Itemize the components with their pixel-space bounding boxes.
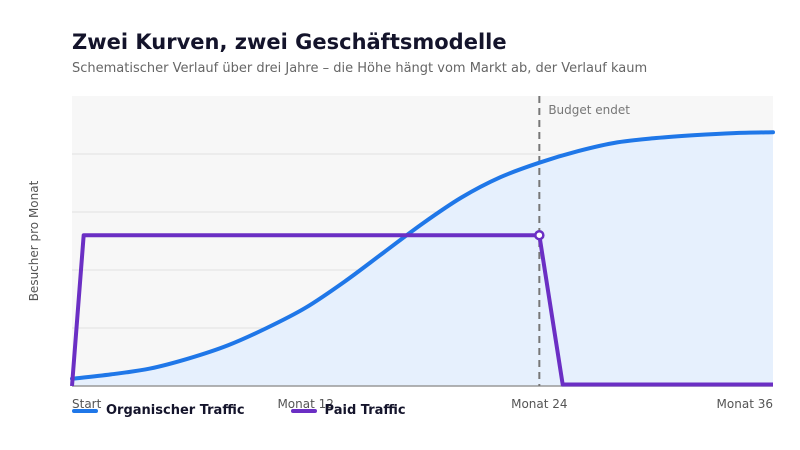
legend-item-paid: Paid Traffic bbox=[290, 403, 406, 418]
legend-swatch-paid bbox=[290, 408, 317, 413]
legend: Organischer Traffic Paid Traffic bbox=[72, 403, 452, 418]
chart-subtitle: Schematischer Verlauf über drei Jahre – … bbox=[72, 61, 648, 76]
legend-item-organic: Organischer Traffic bbox=[72, 403, 245, 418]
x-tick-label: Monat 12 bbox=[277, 397, 333, 411]
x-tick-label: Start bbox=[72, 397, 102, 411]
chart-title: Zwei Kurven, zwei Geschäftsmodelle bbox=[72, 30, 507, 54]
organic-traffic-area bbox=[72, 132, 773, 386]
legend-swatch-organic bbox=[72, 408, 98, 413]
legend-label-paid: Paid Traffic bbox=[324, 403, 406, 418]
x-tick-label: Monat 24 bbox=[511, 397, 567, 411]
organic-traffic-line bbox=[70, 130, 775, 381]
x-tick-labels: Start Monat 12 Monat 24 Monat 36 bbox=[72, 397, 773, 411]
budget-end-label: Budget endet bbox=[548, 103, 630, 117]
x-tick-label: Monat 36 bbox=[717, 397, 773, 411]
paid-traffic-marker bbox=[534, 229, 545, 241]
y-axis-label: Besucher pro Monat bbox=[27, 180, 41, 301]
legend-label-organic: Organischer Traffic bbox=[106, 403, 245, 418]
